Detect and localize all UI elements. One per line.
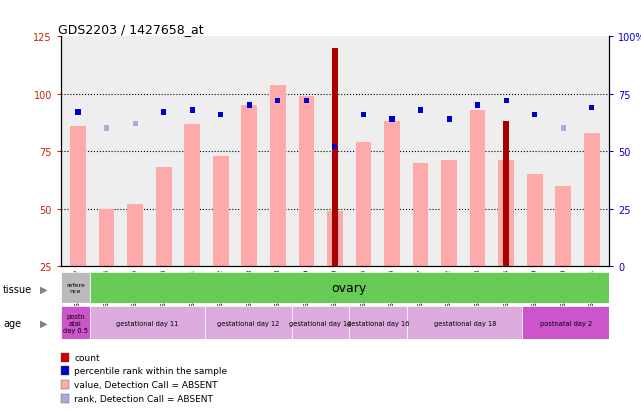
- Bar: [205, 306, 292, 339]
- Text: gestational day 18: gestational day 18: [433, 320, 496, 326]
- Text: GDS2203 / 1427658_at: GDS2203 / 1427658_at: [58, 23, 204, 36]
- Bar: [70, 126, 86, 266]
- Bar: [349, 306, 407, 339]
- Bar: [356, 142, 371, 266]
- Bar: [498, 161, 514, 266]
- Bar: [242, 106, 257, 266]
- Text: tissue: tissue: [3, 284, 32, 294]
- Bar: [332, 49, 338, 266]
- Bar: [327, 211, 343, 266]
- Bar: [247, 103, 252, 109]
- Text: percentile rank within the sample: percentile rank within the sample: [74, 366, 228, 375]
- Bar: [185, 124, 200, 266]
- Bar: [504, 98, 509, 104]
- Bar: [413, 163, 428, 266]
- Bar: [503, 122, 509, 266]
- Bar: [441, 161, 457, 266]
- Bar: [361, 112, 366, 118]
- Text: rank, Detection Call = ABSENT: rank, Detection Call = ABSENT: [74, 394, 213, 403]
- Bar: [589, 105, 594, 111]
- Bar: [133, 121, 138, 127]
- Bar: [104, 126, 109, 132]
- Bar: [418, 108, 423, 114]
- Bar: [292, 306, 349, 339]
- Bar: [556, 186, 571, 266]
- Bar: [270, 85, 286, 266]
- Bar: [161, 110, 166, 116]
- Bar: [61, 273, 90, 304]
- Bar: [76, 110, 81, 116]
- Bar: [584, 133, 600, 266]
- Bar: [532, 112, 537, 118]
- Bar: [522, 306, 609, 339]
- Bar: [128, 204, 143, 266]
- Bar: [561, 126, 566, 132]
- Text: ▶: ▶: [40, 284, 47, 294]
- Text: ovary: ovary: [332, 282, 367, 294]
- Bar: [99, 209, 114, 266]
- Text: refere
nce: refere nce: [66, 282, 85, 294]
- Text: postn
atal
day 0.5: postn atal day 0.5: [63, 313, 88, 333]
- Bar: [407, 306, 522, 339]
- Text: gestational day 12: gestational day 12: [217, 320, 279, 326]
- Bar: [213, 157, 229, 266]
- Text: count: count: [74, 353, 100, 362]
- Bar: [527, 175, 542, 266]
- Bar: [190, 108, 195, 114]
- Text: gestational day 11: gestational day 11: [116, 320, 179, 326]
- Bar: [61, 306, 90, 339]
- Bar: [218, 112, 223, 118]
- Text: gestational day 16: gestational day 16: [347, 320, 410, 326]
- Text: postnatal day 2: postnatal day 2: [540, 320, 592, 326]
- Bar: [332, 144, 338, 150]
- Bar: [447, 117, 452, 123]
- Bar: [304, 98, 309, 104]
- Bar: [470, 111, 485, 266]
- Bar: [384, 122, 400, 266]
- Text: ▶: ▶: [40, 318, 47, 328]
- Text: value, Detection Call = ABSENT: value, Detection Call = ABSENT: [74, 380, 218, 389]
- Bar: [275, 98, 280, 104]
- Text: age: age: [3, 318, 21, 328]
- Bar: [90, 306, 205, 339]
- Bar: [156, 168, 172, 266]
- Bar: [390, 117, 395, 123]
- Bar: [299, 97, 314, 266]
- Text: gestational day 14: gestational day 14: [289, 320, 352, 326]
- Bar: [475, 103, 480, 109]
